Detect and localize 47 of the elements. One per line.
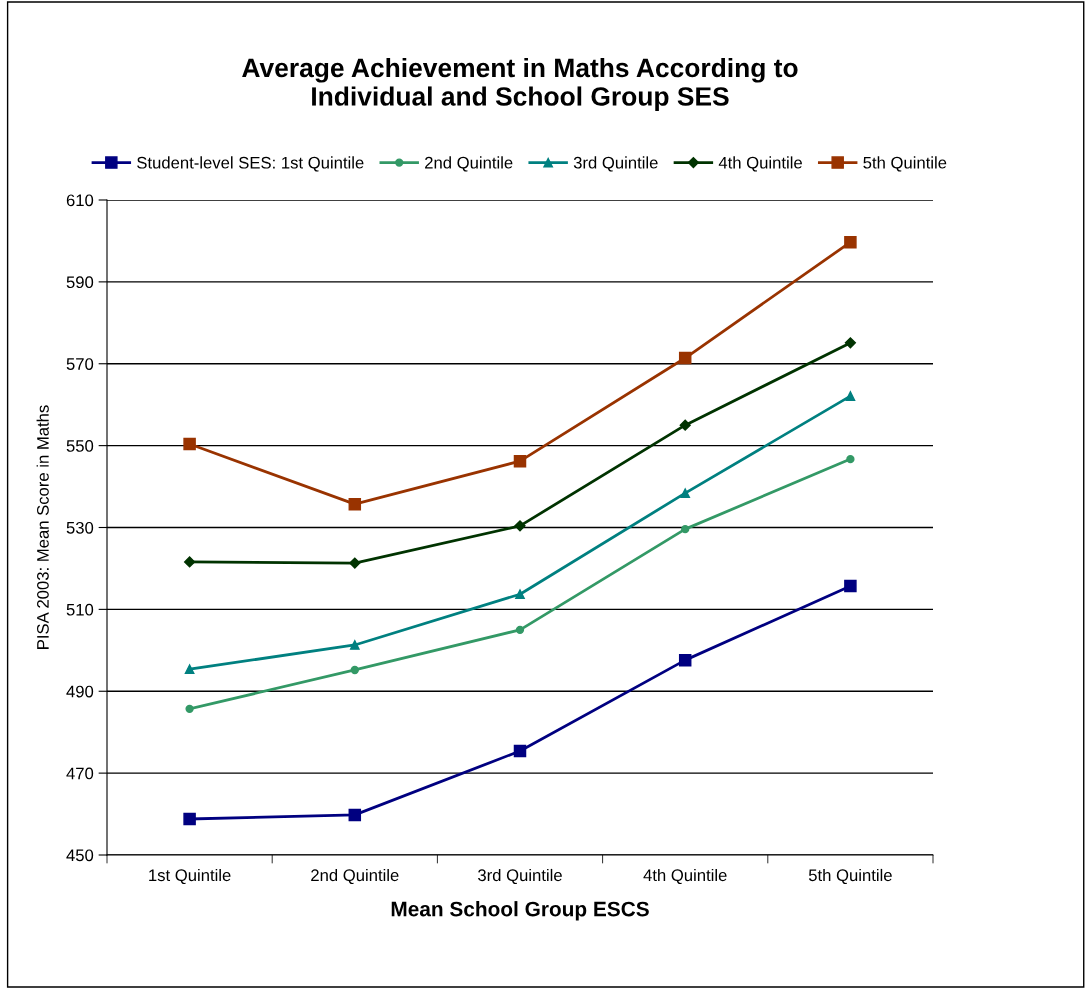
point [513, 744, 527, 758]
legend-label: 5th Quintile [863, 156, 947, 172]
point [515, 589, 525, 600]
y-axis-title: PISA 2003: Mean Score in Maths [36, 405, 49, 649]
point [514, 520, 526, 532]
point [183, 812, 196, 826]
point [846, 454, 855, 464]
point [680, 488, 691, 498]
y-tick-label: 550 [66, 440, 94, 452]
x-tick-label: 5th Quintile [808, 868, 892, 885]
x-tick-label: 1st Quintile [149, 868, 231, 885]
point [513, 454, 527, 468]
point [349, 640, 360, 650]
point [678, 351, 692, 365]
point [183, 437, 196, 451]
point [183, 556, 196, 568]
chart-title: Average Achievement in Maths According to Individual and School Group SES [242, 57, 798, 112]
y-tick-label: 570 [66, 358, 94, 370]
y-tick-label: 590 [66, 276, 94, 289]
y-tick-label: 490 [66, 685, 94, 698]
point [184, 664, 195, 675]
point [348, 497, 362, 511]
y-tick-label: 530 [66, 521, 94, 534]
y-tick-label: 470 [66, 767, 94, 780]
point [350, 665, 359, 675]
x-tick-label: 3rd Quintile [478, 868, 562, 885]
legend-label: Student-level SES: 1st Quintile [137, 156, 364, 172]
x-tick-label: 4th Quintile [643, 868, 727, 885]
point [844, 235, 857, 249]
point [515, 625, 525, 635]
point [678, 653, 692, 667]
point [844, 337, 857, 349]
legend-label: 4th Quintile [718, 156, 802, 172]
point [679, 419, 691, 431]
point [349, 557, 361, 569]
point [844, 579, 857, 593]
x-tick-label: 2nd Quintile [311, 868, 399, 885]
y-tick-label: 610 [66, 194, 94, 207]
y-tick-label: 450 [66, 849, 94, 862]
point [681, 524, 690, 534]
y-tick-label: 510 [66, 603, 94, 616]
point [348, 808, 362, 822]
legend-label: 2nd Quintile [425, 156, 513, 172]
point [845, 391, 856, 401]
point [185, 704, 194, 714]
x-axis-title: Mean School Group ESCS [391, 901, 649, 921]
legend-label: 3rd Quintile [573, 156, 658, 172]
